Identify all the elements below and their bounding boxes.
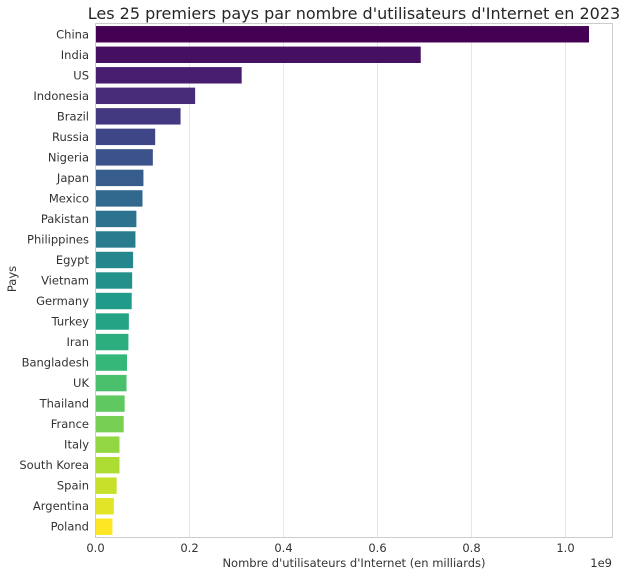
y-tick-label: France (51, 417, 89, 431)
y-tick-label: Italy (64, 438, 89, 452)
y-tick-label: Russia (52, 130, 89, 144)
bar (95, 374, 127, 392)
bar (95, 128, 156, 146)
y-tick-label: South Korea (19, 458, 89, 472)
bar (95, 498, 114, 515)
x-tick-label: 0.8 (462, 541, 480, 555)
bar (95, 477, 117, 494)
y-tick-label: Poland (51, 520, 89, 534)
y-tick-label: Turkey (51, 315, 90, 329)
y-tick-label: Pakistan (41, 212, 89, 226)
x-tick-label: 1.0 (556, 541, 574, 555)
bar (95, 108, 181, 125)
y-axis-label: Pays (5, 266, 19, 292)
y-tick-label: Indonesia (33, 89, 89, 103)
y-tick-label: UK (73, 376, 89, 390)
bar (95, 210, 137, 228)
y-tick-label: US (73, 68, 89, 82)
bar (95, 272, 133, 289)
x-tick-label: 0.4 (274, 541, 292, 555)
x-tick-label: 0.6 (368, 541, 386, 555)
y-tick-label: Argentina (33, 499, 89, 513)
bar (95, 313, 129, 330)
bar (95, 436, 120, 453)
bars-layer (95, 26, 589, 535)
x-tick-label: 0.0 (86, 541, 104, 555)
bar (95, 26, 589, 43)
y-tick-label: Japan (56, 171, 89, 185)
x-tick-labels: 0.0 0.2 0.4 0.6 0.8 1.0 (86, 541, 574, 555)
y-tick-label: Egypt (56, 253, 90, 267)
bar (95, 46, 421, 63)
y-tick-label: Thailand (39, 397, 89, 411)
y-tick-label: Nigeria (48, 150, 89, 164)
bar (95, 333, 129, 351)
y-tick-label: India (61, 48, 89, 62)
y-tick-label: Spain (57, 479, 89, 493)
bar (95, 190, 143, 207)
x-offset-label: 1e9 (590, 556, 612, 570)
bar (95, 415, 124, 433)
y-tick-labels: China India US Indonesia Brazil Russia Nigeria… (19, 27, 89, 533)
chart-title: Les 25 premiers pays par nombre d'utilis… (88, 4, 619, 23)
bar (95, 169, 144, 187)
bar (95, 87, 196, 105)
plot-frame (95, 23, 613, 538)
x-axis-label: Nombre d'utilisateurs d'Internet (en mil… (222, 556, 485, 570)
bar (95, 354, 127, 371)
x-tick-label: 0.2 (180, 541, 198, 555)
bar (95, 395, 125, 412)
bar (95, 292, 132, 310)
bar (95, 67, 242, 84)
y-tick-label: Germany (36, 294, 89, 308)
bar (95, 456, 120, 474)
y-tick-label: Vietnam (41, 274, 89, 288)
bar (95, 518, 113, 535)
y-tick-label: Iran (67, 335, 89, 349)
y-tick-label: China (56, 27, 89, 41)
bar (95, 149, 153, 166)
y-tick-label: Bangladesh (22, 356, 89, 370)
bar (95, 231, 136, 248)
bar (95, 251, 134, 269)
y-tick-label: Philippines (27, 232, 89, 246)
y-tick-label: Mexico (49, 191, 89, 205)
y-tick-label: Brazil (57, 109, 89, 123)
